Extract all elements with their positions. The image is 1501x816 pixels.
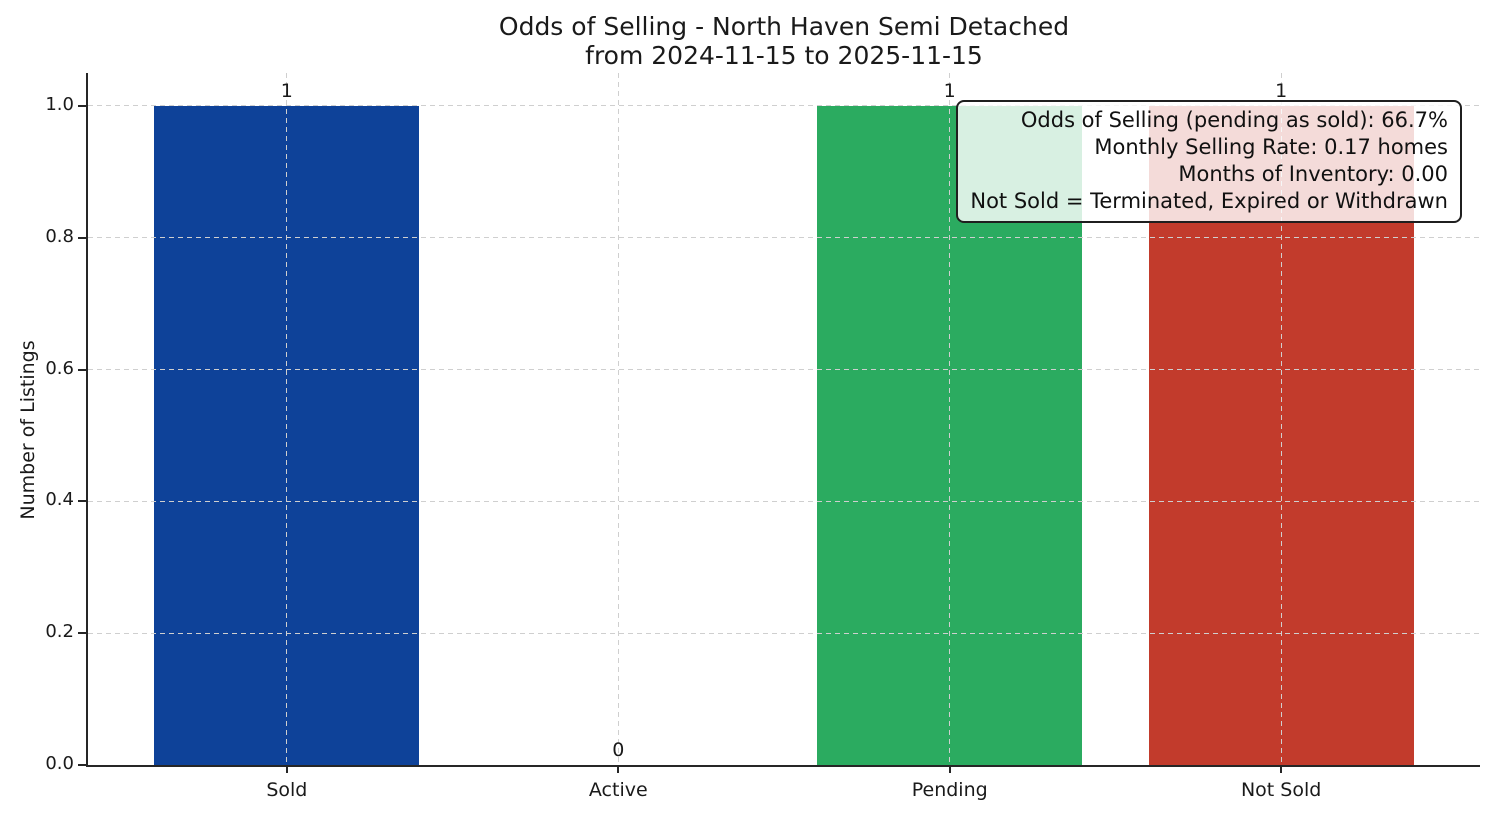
y-tick-label: 0.4 xyxy=(45,489,74,511)
y-axis-spine xyxy=(86,73,88,765)
chart-title-line2: from 2024-11-15 to 2025-11-15 xyxy=(585,41,983,70)
x-tick-mark xyxy=(617,765,620,773)
y-tick-mark xyxy=(78,500,86,503)
gridline-horizontal xyxy=(88,237,1480,239)
y-tick-label: 0.2 xyxy=(45,621,74,643)
y-tick-label: 0.8 xyxy=(45,225,74,247)
y-tick-mark xyxy=(78,104,86,107)
bar-value-label-sold: 1 xyxy=(280,79,293,102)
gridline-vertical xyxy=(617,73,619,765)
annotation-not-sold-definition: Not Sold = Terminated, Expired or Withdr… xyxy=(970,189,1448,213)
x-axis-spine xyxy=(86,765,1480,767)
x-tick-mark xyxy=(1280,765,1283,773)
annotation-monthly-selling-rate: Monthly Selling Rate: 0.17 homes xyxy=(1094,135,1448,159)
gridline-horizontal xyxy=(88,369,1480,371)
x-tick-label-pending: Pending xyxy=(911,779,988,801)
gridline-horizontal xyxy=(88,500,1480,502)
y-tick-mark xyxy=(78,632,86,635)
y-tick-mark xyxy=(78,368,86,371)
stats-annotation-box: Odds of Selling (pending as sold): 66.7%… xyxy=(956,100,1462,223)
x-tick-mark xyxy=(948,765,951,773)
gridline-vertical xyxy=(1280,73,1282,765)
bar-value-label-not-sold: 1 xyxy=(1275,79,1288,102)
gridline-vertical xyxy=(949,73,951,765)
gridline-horizontal xyxy=(88,105,1480,107)
y-tick-label: 1.0 xyxy=(45,93,74,115)
gridline-horizontal xyxy=(88,632,1480,634)
gridline-vertical xyxy=(286,73,288,765)
x-tick-label-sold: Sold xyxy=(266,779,308,801)
chart-title: Odds of Selling - North Haven Semi Detac… xyxy=(88,12,1480,70)
bar-value-label-pending: 1 xyxy=(943,79,956,102)
x-tick-mark xyxy=(285,765,288,773)
annotation-months-of-inventory: Months of Inventory: 0.00 xyxy=(1178,162,1448,186)
y-tick-label: 0.0 xyxy=(45,753,74,774)
y-tick-label: 0.6 xyxy=(45,357,74,379)
y-tick-mark xyxy=(78,236,86,239)
x-tick-label-not-sold: Not Sold xyxy=(1240,779,1322,801)
bar-value-label-active: 0 xyxy=(612,739,625,761)
y-tick-mark xyxy=(78,764,86,766)
chart-title-line1: Odds of Selling - North Haven Semi Detac… xyxy=(498,12,1070,41)
annotation-odds-of-selling: Odds of Selling (pending as sold): 66.7% xyxy=(1020,108,1448,132)
x-tick-label-active: Active xyxy=(588,779,648,801)
